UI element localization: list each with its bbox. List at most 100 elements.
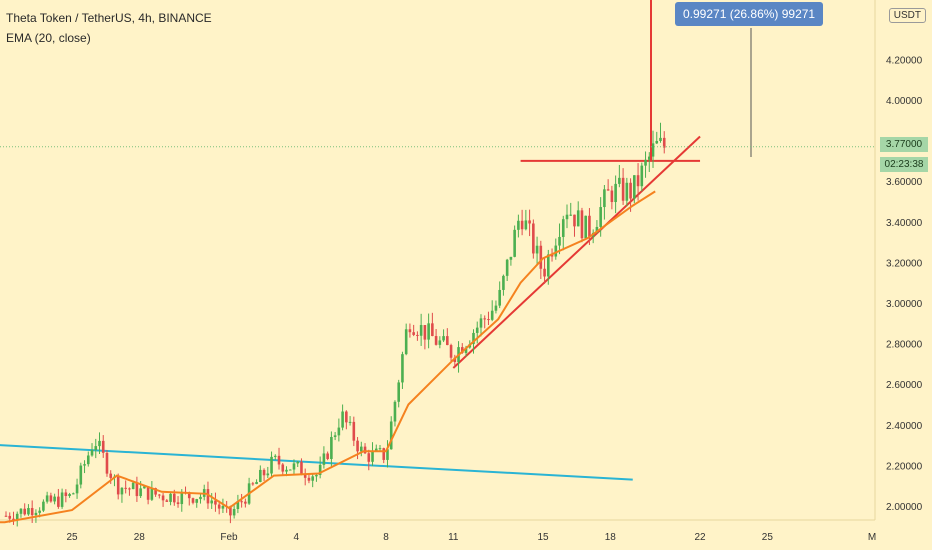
x-tick-label: 22 [694, 532, 706, 543]
y-tick-label: 4.00000 [886, 96, 923, 107]
candle-body [98, 440, 101, 447]
candle-body [528, 220, 531, 224]
candle-body [12, 518, 15, 521]
candle-body [404, 329, 408, 355]
candle-body [330, 436, 333, 459]
candle-body [397, 382, 400, 402]
candle-body [146, 486, 150, 500]
candle-body [38, 510, 41, 513]
candle-body [569, 214, 573, 216]
y-tick-label: 2.40000 [886, 421, 923, 432]
candle-body [214, 500, 217, 505]
candle-body [8, 515, 12, 519]
candle-body [449, 345, 453, 358]
candle-body [427, 323, 430, 340]
candle-body [524, 220, 528, 230]
candle-body [217, 504, 221, 509]
candle-body [554, 245, 558, 257]
candle-body [446, 336, 449, 346]
candle-body [105, 452, 109, 474]
candle-body [131, 482, 135, 490]
candle-body [423, 325, 427, 340]
candle-body [363, 446, 367, 454]
candle-body [34, 512, 38, 516]
candle-body [487, 319, 490, 321]
candle-body [173, 493, 176, 503]
candle-body [378, 448, 382, 450]
candle-body [636, 175, 640, 187]
candle-body [262, 469, 266, 476]
x-tick-label: 8 [383, 532, 389, 543]
candle-body [565, 214, 569, 220]
candle-body [281, 464, 285, 472]
candle-body [535, 245, 539, 254]
currency-badge[interactable]: USDT [888, 8, 926, 23]
candle-body [68, 494, 71, 497]
candle-body [300, 461, 303, 475]
candle-body [595, 226, 599, 233]
candle-body [475, 327, 479, 333]
candle-body [517, 220, 520, 230]
candle-body [191, 498, 195, 503]
candle-body [502, 275, 505, 290]
candle-body [83, 464, 86, 466]
y-tick-label: 4.20000 [886, 55, 923, 66]
candle-body [206, 489, 210, 504]
candle-body [584, 215, 587, 239]
y-tick-label: 2.60000 [886, 380, 923, 391]
candle-body [4, 515, 8, 517]
candle-body [273, 455, 277, 457]
candle-body [640, 165, 644, 187]
candle-body [79, 465, 83, 485]
x-tick-label: 25 [762, 532, 774, 543]
x-tick-label: 18 [605, 532, 617, 543]
candle-body [322, 453, 326, 465]
candle-body [509, 256, 513, 260]
candle-body [266, 473, 270, 476]
candle-body [19, 508, 23, 514]
candle-body [60, 492, 64, 507]
y-tick-label: 2.80000 [886, 340, 923, 351]
candle-body [659, 137, 662, 141]
candle-body [341, 411, 344, 428]
candle-body [479, 318, 483, 328]
candle-body [633, 175, 636, 199]
candle-body [45, 495, 49, 502]
candle-body [195, 499, 199, 503]
x-tick-label: 15 [537, 532, 549, 543]
candle-body [374, 448, 378, 451]
candle-body [296, 461, 300, 464]
candle-body [543, 268, 546, 277]
candle-body [161, 495, 165, 501]
candle-body [453, 357, 457, 362]
candle-body [371, 450, 374, 462]
candle-body [139, 488, 142, 497]
candle-body [490, 310, 494, 320]
candle-body [221, 506, 225, 509]
candle-body [75, 484, 79, 494]
last-price-tag: 3.77000 [880, 137, 928, 152]
candle-body [135, 482, 139, 497]
candle-body [472, 332, 475, 345]
candle-body [386, 449, 389, 460]
candle-body [644, 159, 647, 166]
candle-body [393, 401, 397, 422]
candle-body [30, 508, 34, 516]
candle-body [550, 254, 554, 257]
candle-body [270, 456, 273, 474]
candle-body [49, 495, 53, 502]
measure-tooltip: 0.99271 (26.86%) 99271 [675, 2, 824, 26]
x-tick-label: 25 [66, 532, 78, 543]
candle-body [547, 254, 550, 277]
candle-body [326, 453, 329, 459]
candle-body [348, 421, 352, 423]
candle-body [651, 143, 655, 157]
candle-body [576, 210, 580, 227]
candle-body [94, 446, 98, 451]
x-tick-label: 11 [448, 532, 459, 543]
chart-title: Theta Token / TetherUS, 4h, BINANCE [6, 11, 212, 25]
candle-body [120, 487, 124, 495]
candle-body [27, 508, 30, 515]
candle-body [169, 493, 172, 502]
